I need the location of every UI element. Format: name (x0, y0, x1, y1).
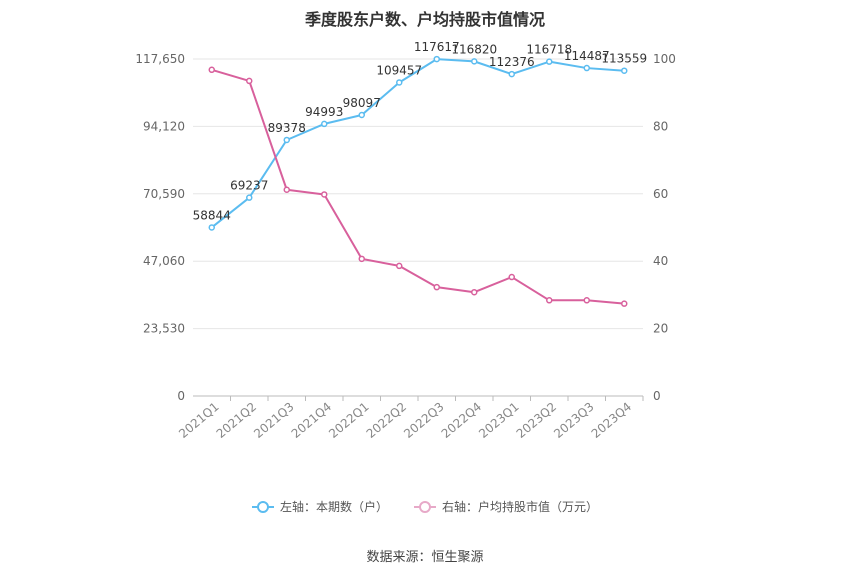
left-axis-tick-label: 94,120 (143, 119, 185, 133)
series-point-1 (396, 262, 403, 270)
series-point-1 (546, 297, 553, 304)
series-point-1 (208, 66, 215, 74)
series-point-0 (283, 136, 290, 144)
data-label: 117617 (414, 40, 460, 54)
legend-item-households[interactable]: 左轴：本期数（户） (251, 498, 388, 515)
right-axis-tick-label: 0 (653, 389, 661, 403)
series-point-0 (358, 111, 365, 119)
series-point-0 (583, 64, 590, 72)
x-axis-tick-label: 2021Q3 (251, 400, 296, 441)
x-axis-tick-label: 2023Q1 (476, 400, 521, 441)
legend-item-market-value[interactable]: 右轴：户均持股市值（万元） (414, 498, 598, 515)
series-point-0 (508, 70, 515, 78)
x-axis-tick-label: 2021Q2 (214, 400, 259, 441)
x-axis-tick-label: 2023Q3 (551, 400, 596, 441)
series-point-1 (433, 283, 440, 291)
data-label: 94993 (305, 105, 343, 119)
series-point-1 (321, 191, 328, 198)
data-label: 116718 (526, 43, 572, 57)
data-label: 112376 (489, 55, 535, 69)
x-axis-tick-label: 2023Q2 (514, 400, 559, 441)
series-point-0 (396, 79, 403, 86)
data-label: 113559 (601, 52, 647, 66)
chart-title: 季度股东户数、户均持股市值情况 (304, 10, 545, 29)
series-point-0 (471, 58, 478, 65)
legend-label-households: 左轴：本期数（户） (279, 500, 388, 514)
x-axis-tick-label: 2022Q4 (439, 400, 484, 441)
left-axis-tick-label: 0 (177, 389, 185, 403)
series-point-0 (208, 224, 215, 231)
x-axis-tick-label: 2021Q1 (176, 400, 221, 441)
left-axis-tick-label: 23,530 (143, 322, 185, 336)
legend-swatch-market-value (414, 500, 436, 513)
data-label: 58844 (193, 208, 231, 222)
data-label: 98097 (343, 96, 381, 110)
x-axis-tick-label: 2022Q1 (326, 400, 371, 441)
series-point-1 (283, 186, 290, 194)
x-axis-tick-label: 2023Q4 (589, 400, 634, 441)
x-axis-tick-label: 2021Q4 (289, 400, 334, 441)
series-point-1 (583, 297, 590, 304)
series-point-0 (246, 194, 253, 201)
data-label: 69237 (230, 179, 268, 193)
data-label: 114487 (564, 49, 610, 63)
series-point-0 (321, 120, 328, 128)
series-point-0 (621, 67, 628, 74)
series-point-1 (621, 300, 628, 307)
data-label: 89378 (268, 121, 306, 135)
series-point-0 (546, 58, 553, 65)
left-axis-tick-label: 117,650 (135, 52, 185, 66)
x-axis-tick-label: 2022Q2 (364, 400, 409, 441)
left-axis-tick-label: 70,590 (143, 187, 185, 201)
right-axis-tick-label: 60 (653, 187, 668, 201)
series-line-0 (211, 58, 625, 229)
series-point-1 (358, 255, 365, 263)
data-label: 109457 (376, 63, 422, 77)
legend-label-market-value: 右轴：户均持股市值（万元） (442, 500, 599, 514)
series-point-1 (508, 273, 515, 281)
x-axis-tick-label: 2022Q3 (401, 400, 446, 441)
legend-swatch-households (251, 500, 274, 513)
data-label: 116820 (451, 42, 497, 56)
series-point-1 (246, 77, 253, 85)
series-point-0 (433, 55, 440, 63)
left-axis-tick-label: 47,060 (143, 254, 185, 268)
right-axis-tick-label: 100 (653, 52, 676, 66)
right-axis-tick-label: 40 (653, 254, 668, 268)
series-point-1 (471, 288, 478, 296)
right-axis-tick-label: 80 (653, 119, 668, 133)
chart-plot: 0 23,530 47,060 70,590 94,120 117,650 0 20 40 60 8… (135, 40, 676, 441)
chart-legend: 左轴：本期数（户） 右轴：户均持股市值（万元） (0, 498, 850, 515)
right-axis-tick-label: 20 (653, 322, 668, 336)
source-note: 数据来源：恒生聚源 (366, 550, 484, 565)
series-line-1 (211, 68, 625, 305)
